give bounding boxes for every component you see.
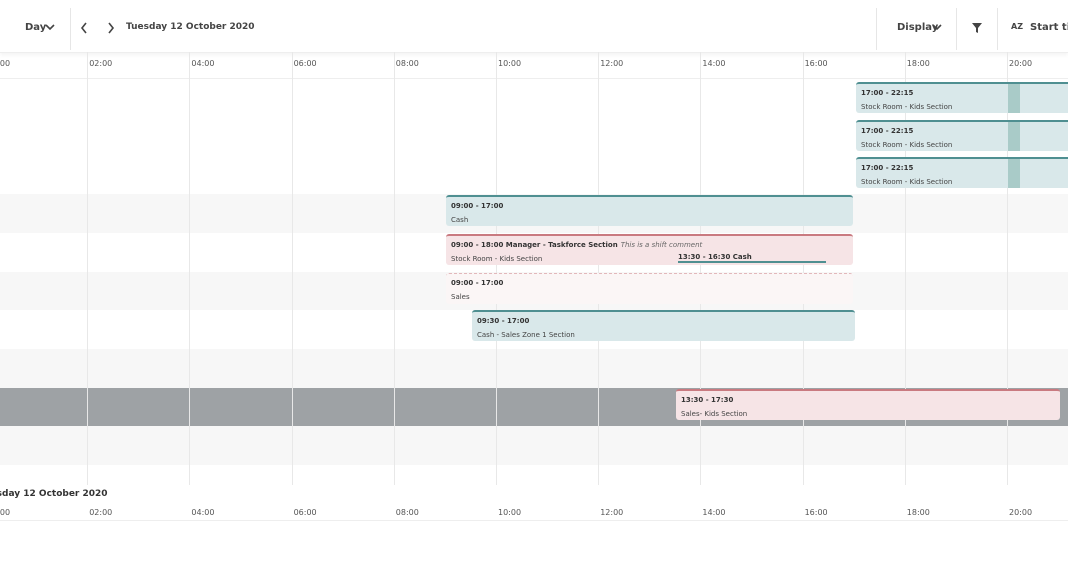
hour-label: 04:00 bbox=[191, 508, 215, 517]
shift-time: 09:00 - 18:00 Manager - Taskforce Sectio… bbox=[451, 241, 703, 249]
hour-label: 16:00 bbox=[804, 508, 828, 517]
shift-card[interactable]: 09:30 - 17:00 Cash - Sales Zone 1 Section bbox=[472, 310, 855, 341]
shift-detail: Cash bbox=[451, 216, 469, 224]
hour-label: 20:00 bbox=[1009, 59, 1033, 68]
grid-line bbox=[291, 52, 293, 485]
shift-time: 09:30 - 17:00 bbox=[477, 317, 530, 325]
axis-line bbox=[0, 520, 1068, 521]
hour-label: 06:00 bbox=[293, 59, 317, 68]
sort-icon[interactable]: AZ bbox=[1011, 22, 1023, 31]
hour-label: 14:00 bbox=[702, 59, 726, 68]
grid-line bbox=[598, 52, 600, 485]
shift-comment: This is a shift comment bbox=[620, 241, 703, 249]
footer-date: Tuesday 12 October 2020 bbox=[0, 489, 108, 499]
break-stripe bbox=[1008, 159, 1020, 188]
grid-line bbox=[189, 52, 191, 485]
hour-label: 18:00 bbox=[906, 508, 930, 517]
hour-label: 10:00 bbox=[498, 508, 522, 517]
view-select[interactable]: Day bbox=[25, 22, 47, 33]
shift-detail: Stock Room - Kids Section bbox=[861, 141, 953, 149]
grid-line bbox=[700, 52, 702, 485]
hour-label: 10:00 bbox=[498, 59, 522, 68]
shift-time: 17:00 - 22:15 bbox=[861, 89, 914, 97]
display-menu[interactable]: Display bbox=[897, 22, 939, 33]
shift-card[interactable]: 09:00 - 18:00 Manager - Taskforce Sectio… bbox=[446, 234, 853, 265]
shift-time: 17:00 - 22:15 bbox=[861, 127, 914, 135]
grid-line bbox=[87, 52, 89, 485]
shift-detail: Stock Room - Kids Section bbox=[451, 255, 543, 263]
row-divider bbox=[0, 78, 1068, 79]
shift-time: 09:00 - 17:00 bbox=[451, 279, 504, 287]
grid-line bbox=[1007, 52, 1008, 485]
sort-select[interactable]: Start time bbox=[1030, 22, 1068, 33]
next-button[interactable] bbox=[107, 22, 115, 34]
prev-button[interactable] bbox=[80, 22, 88, 34]
sub-shift: 13:30 - 16:30 Cash bbox=[678, 253, 752, 261]
schedule-row bbox=[0, 348, 1068, 388]
shift-detail: Stock Room - Kids Section bbox=[861, 103, 953, 111]
hour-label: 02:00 bbox=[89, 59, 113, 68]
chevron bbox=[932, 24, 942, 31]
chevron bbox=[45, 24, 55, 31]
shift-card[interactable]: 09:00 - 17:00 Sales bbox=[446, 273, 853, 304]
hour-label: 14:00 bbox=[702, 508, 726, 517]
hour-label: 18:00 bbox=[906, 59, 930, 68]
hour-label: 12:00 bbox=[600, 59, 624, 68]
hour-label: 02:00 bbox=[89, 508, 113, 517]
shift-detail: Sales- Kids Section bbox=[681, 410, 748, 418]
sub-shift-bar bbox=[678, 261, 826, 263]
hour-label: 16:00 bbox=[804, 59, 828, 68]
current-date: Tuesday 12 October 2020 bbox=[126, 22, 255, 32]
break-stripe bbox=[1008, 84, 1020, 113]
shift-detail: Cash - Sales Zone 1 Section bbox=[477, 331, 575, 339]
shift-time: 13:30 - 17:30 bbox=[681, 396, 734, 404]
hour-label: 00:00 bbox=[0, 59, 11, 68]
break-stripe bbox=[1008, 122, 1020, 151]
hour-label: 08:00 bbox=[395, 59, 419, 68]
grid-line bbox=[904, 52, 906, 485]
toolbar: Day Tuesday 12 October 2020 Display AZ S… bbox=[0, 0, 1068, 53]
shift-time: 17:00 - 22:15 bbox=[861, 164, 914, 172]
hour-label: 12:00 bbox=[600, 508, 624, 517]
shift-time: 09:00 - 17:00 bbox=[451, 202, 504, 210]
grid-line bbox=[496, 52, 497, 485]
shift-card[interactable]: 13:30 - 17:30 Sales- Kids Section bbox=[676, 389, 1060, 420]
shift-detail: Sales bbox=[451, 293, 470, 301]
shift-detail: Stock Room - Kids Section bbox=[861, 178, 953, 186]
hour-label: 20:00 bbox=[1009, 508, 1033, 517]
hour-label: 04:00 bbox=[191, 59, 215, 68]
shift-card[interactable]: 17:00 - 22:15 Stock Room - Kids Section bbox=[856, 157, 1068, 188]
hour-label: 08:00 bbox=[395, 508, 419, 517]
hour-label: 00:00 bbox=[0, 508, 11, 517]
shift-card[interactable]: 09:00 - 17:00 Cash bbox=[446, 195, 853, 226]
schedule-row bbox=[0, 426, 1068, 465]
grid-line bbox=[802, 52, 804, 485]
filter-button[interactable] bbox=[971, 22, 983, 34]
hour-label: 06:00 bbox=[293, 508, 317, 517]
grid-line bbox=[393, 52, 395, 485]
shift-card[interactable]: 17:00 - 22:15 Stock Room - Kids Section bbox=[856, 82, 1068, 113]
shift-card[interactable]: 17:00 - 22:15 Stock Room - Kids Section bbox=[856, 120, 1068, 151]
